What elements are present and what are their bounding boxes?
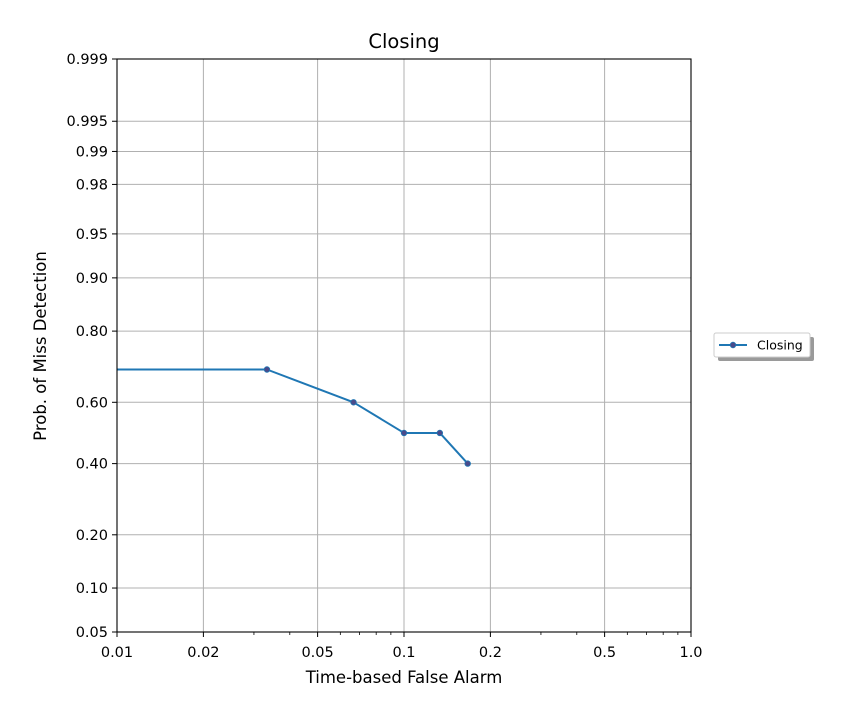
y-tick-label: 0.999 [66, 52, 108, 68]
y-tick-label: 0.80 [76, 324, 108, 340]
x-tick-label: 1.0 [679, 645, 702, 661]
legend-box [713, 332, 811, 358]
x-tick-label: 0.5 [593, 645, 616, 661]
y-tick-label: 0.95 [76, 227, 108, 243]
grid-lines [116, 58, 692, 633]
y-tick-label: 0.60 [76, 395, 108, 411]
y-tick-label: 0.40 [76, 457, 108, 473]
y-tick-label: 0.20 [76, 528, 108, 544]
y-tick-label: 0.995 [66, 114, 108, 130]
data-point [464, 460, 471, 467]
y-axis: 0.05 0.10 0.20 0.40 0.60 0.80 0.90 0.95 0.98 0.99… [66, 52, 117, 641]
series-layer [117, 366, 471, 467]
legend: Closing [713, 332, 814, 361]
y-tick-label: 0.98 [76, 177, 108, 193]
x-tick-label: 0.02 [187, 645, 219, 661]
data-point [400, 429, 408, 437]
data-point [263, 366, 271, 373]
legend-marker [729, 341, 737, 349]
x-axis-label: Time-based False Alarm [305, 668, 503, 687]
data-point [436, 429, 444, 437]
x-tick-label: 0.1 [392, 645, 415, 661]
legend-label: Closing [757, 338, 803, 353]
x-axis: 0.01 0.02 0.05 0.1 0.2 0.5 1.0 [101, 632, 703, 661]
y-tick-label: 0.05 [76, 625, 108, 641]
series-line [117, 368, 469, 465]
y-tick-label: 0.90 [76, 271, 108, 287]
data-point [350, 399, 357, 406]
chart-title: Closing [368, 30, 439, 53]
y-tick-label: 0.10 [76, 581, 108, 597]
x-tick-label: 0.2 [479, 645, 502, 661]
y-tick-label: 0.99 [76, 144, 108, 160]
y-axis-label: Prob. of Miss Detection [31, 251, 50, 441]
x-tick-label: 0.05 [301, 645, 333, 661]
x-tick-label: 0.01 [101, 645, 133, 661]
